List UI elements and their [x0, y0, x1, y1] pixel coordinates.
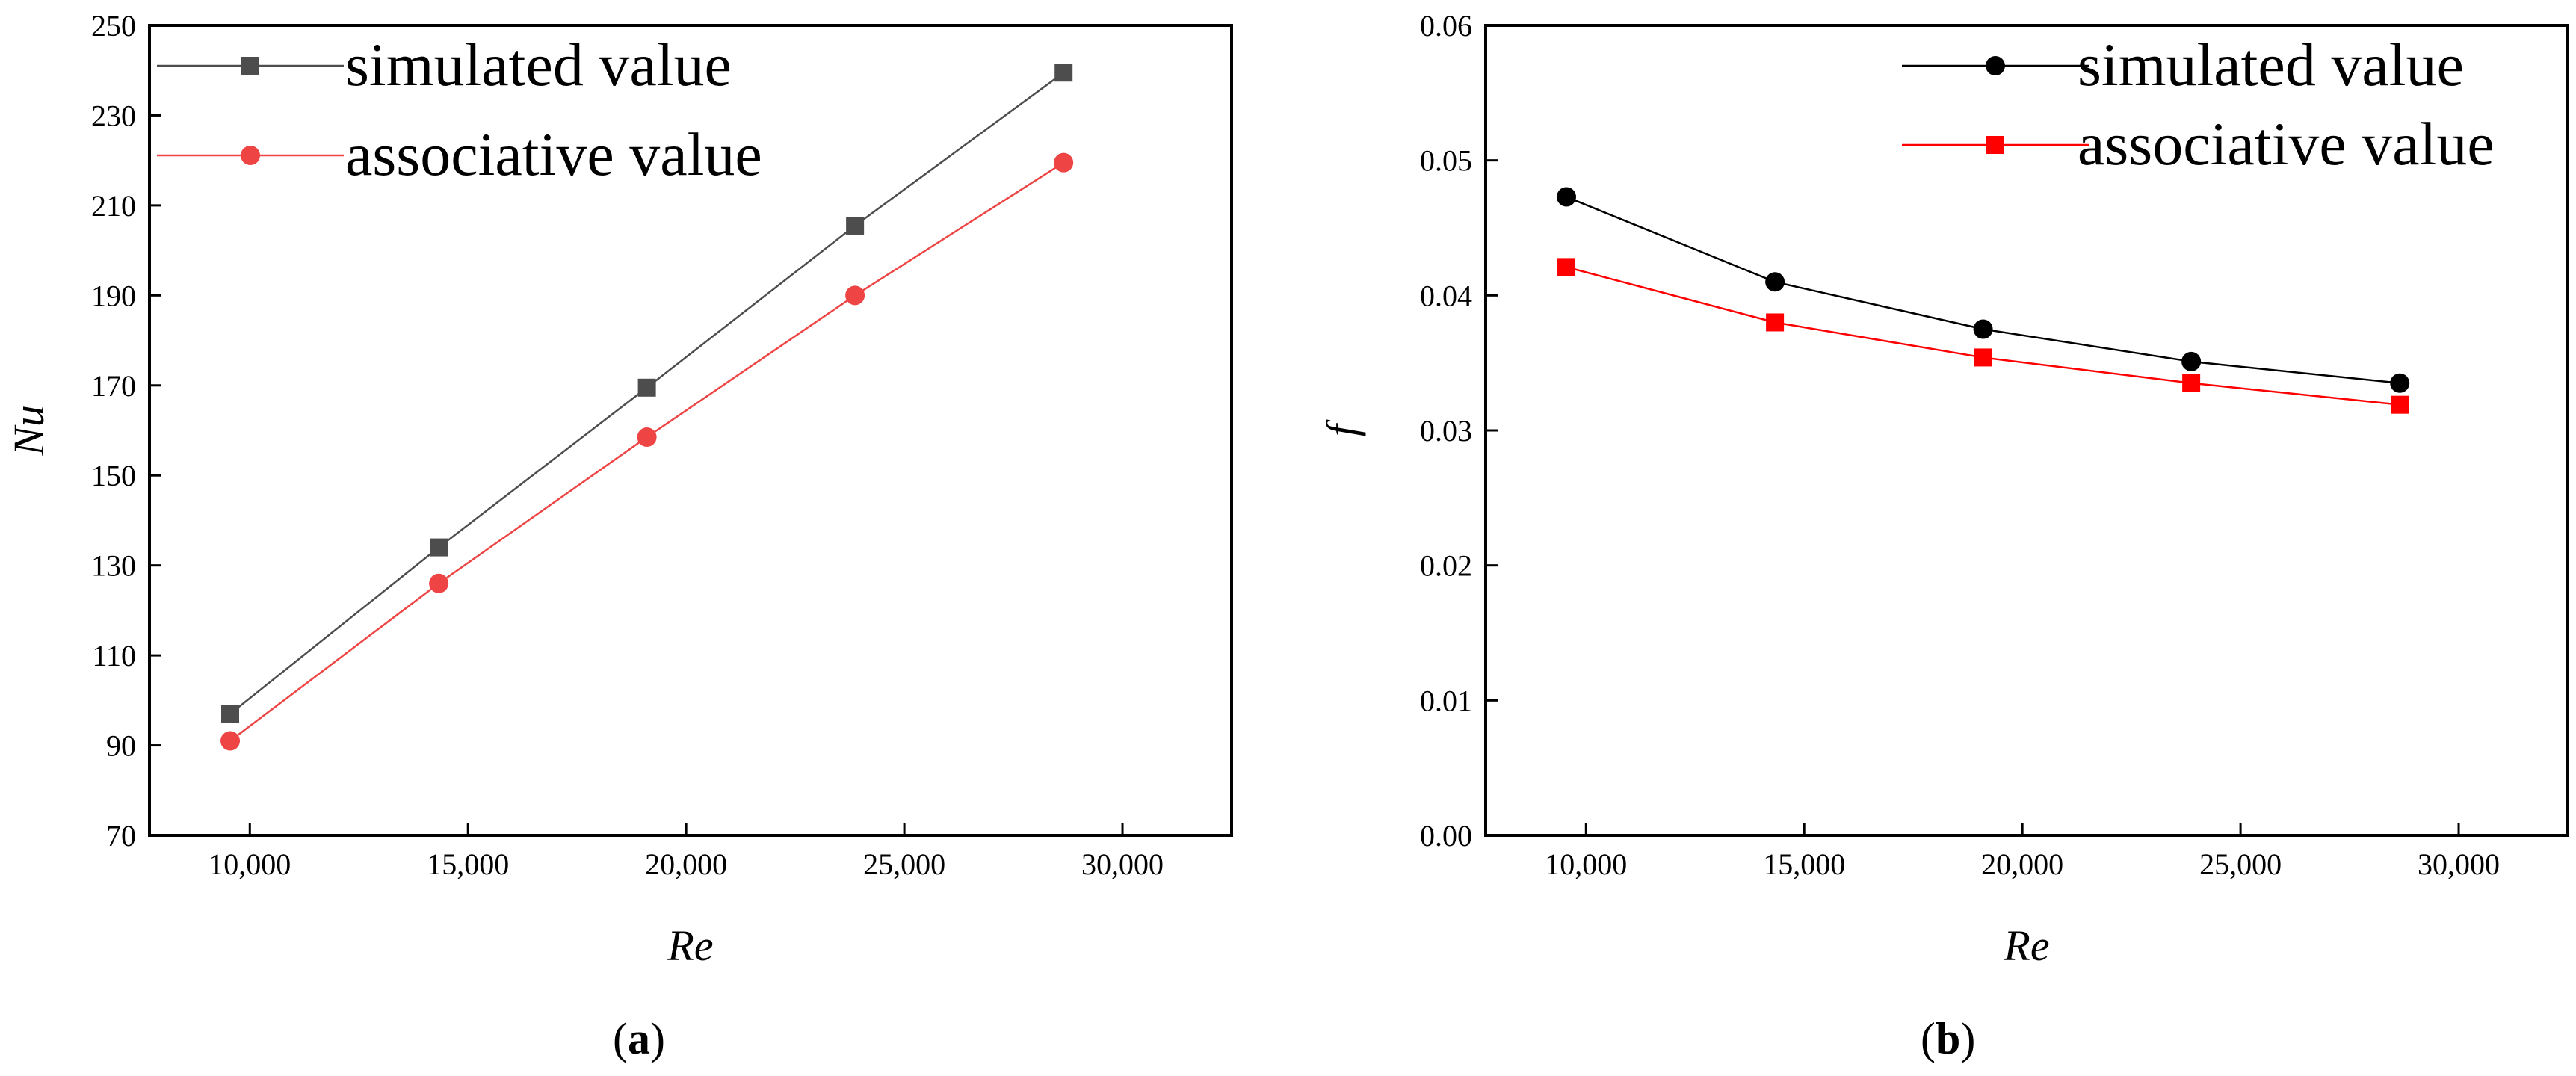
legend-label: simulated value	[345, 31, 732, 99]
y-tick-label: 0.01	[1420, 684, 1472, 717]
y-tick-label: 150	[91, 459, 136, 492]
data-point-square	[637, 378, 656, 397]
y-tick-label: 0.00	[1420, 819, 1472, 853]
x-axis-title-b: Re	[2003, 921, 2049, 970]
legend-marker-square	[1986, 136, 2004, 154]
axis-ticks-a: 10,000 15,000 20,000 25,000 30,000 70 90 110 130…	[91, 9, 1164, 881]
legend-label: associative value	[2078, 110, 2495, 178]
series-layer-b	[1557, 187, 2410, 414]
data-point-square	[1054, 64, 1073, 82]
data-point-square	[221, 705, 240, 723]
axis-ticks-b: 10,000 15,000 20,000 25,000 30,000 0.00 0.01 0.…	[1420, 9, 2500, 881]
data-point-square	[1974, 348, 1992, 367]
caption-a: (a)	[613, 1014, 665, 1063]
x-tick-label: 30,000	[2418, 847, 2500, 881]
data-point-circle	[637, 427, 657, 448]
data-point-circle	[845, 285, 865, 306]
data-point-circle	[1765, 272, 1785, 292]
x-tick-label: 20,000	[645, 847, 727, 881]
y-tick-label: 0.02	[1420, 549, 1472, 583]
legend-b: simulated value associative value	[1902, 31, 2495, 178]
data-point-square	[2391, 395, 2409, 414]
data-point-circle	[1054, 152, 1074, 173]
data-point-square	[1766, 313, 1785, 332]
x-tick-label: 10,000	[209, 847, 291, 881]
legend-marker-circle	[241, 146, 260, 165]
series-layer-a	[220, 64, 1074, 751]
y-tick-label: 210	[91, 189, 136, 223]
x-tick-label: 15,000	[1763, 847, 1845, 881]
legend-label: simulated value	[2078, 31, 2464, 99]
series-line-associative	[229, 161, 1064, 742]
x-tick-label: 10,000	[1545, 847, 1627, 881]
x-tick-label: 30,000	[1081, 847, 1164, 881]
plot-frame-a	[148, 24, 1233, 837]
y-axis-title-b: f	[1318, 419, 1366, 436]
x-axis-title-a: Re	[667, 921, 713, 970]
legend-marker-circle	[1986, 56, 2005, 75]
y-tick-label: 250	[91, 9, 136, 43]
data-point-square	[1557, 258, 1576, 276]
chart-panel-a: 10,000 15,000 20,000 25,000 30,000 70 90 110 130…	[4, 9, 1233, 1063]
y-tick-label: 0.06	[1420, 9, 1472, 43]
data-point-square	[846, 216, 865, 235]
x-tick-label: 25,000	[863, 847, 945, 881]
data-point-circle	[1973, 319, 1993, 339]
data-point-circle	[220, 731, 241, 751]
caption-b-letter: b	[1936, 1014, 1960, 1063]
data-point-square	[2182, 374, 2201, 392]
data-point-circle	[1557, 187, 1577, 207]
data-point-circle	[2390, 373, 2410, 393]
x-tick-label: 15,000	[427, 847, 509, 881]
y-tick-label: 110	[92, 639, 136, 672]
chart-panel-b: 10,000 15,000 20,000 25,000 30,000 0.00 0.01 0.…	[1318, 9, 2569, 1063]
y-tick-label: 230	[91, 99, 136, 132]
y-tick-label: 90	[106, 729, 136, 763]
data-point-circle	[2181, 351, 2202, 371]
legend-a: simulated value associative value	[157, 31, 762, 188]
y-tick-label: 0.05	[1420, 144, 1472, 178]
y-tick-label: 0.04	[1420, 279, 1472, 312]
x-tick-label: 20,000	[1981, 847, 2063, 881]
y-tick-label: 0.03	[1420, 414, 1472, 448]
data-point-square	[430, 538, 448, 557]
y-tick-label: 190	[91, 279, 136, 312]
legend-label: associative value	[345, 120, 762, 188]
data-point-circle	[429, 573, 449, 593]
x-tick-label: 25,000	[2199, 847, 2282, 881]
caption-b: (b)	[1921, 1014, 1975, 1063]
caption-a-letter: a	[628, 1014, 650, 1063]
y-tick-label: 170	[91, 369, 136, 403]
y-tick-label: 70	[106, 819, 136, 853]
y-tick-label: 130	[91, 549, 136, 583]
y-axis-title-a: Nu	[4, 405, 53, 457]
legend-marker-square	[241, 57, 259, 75]
